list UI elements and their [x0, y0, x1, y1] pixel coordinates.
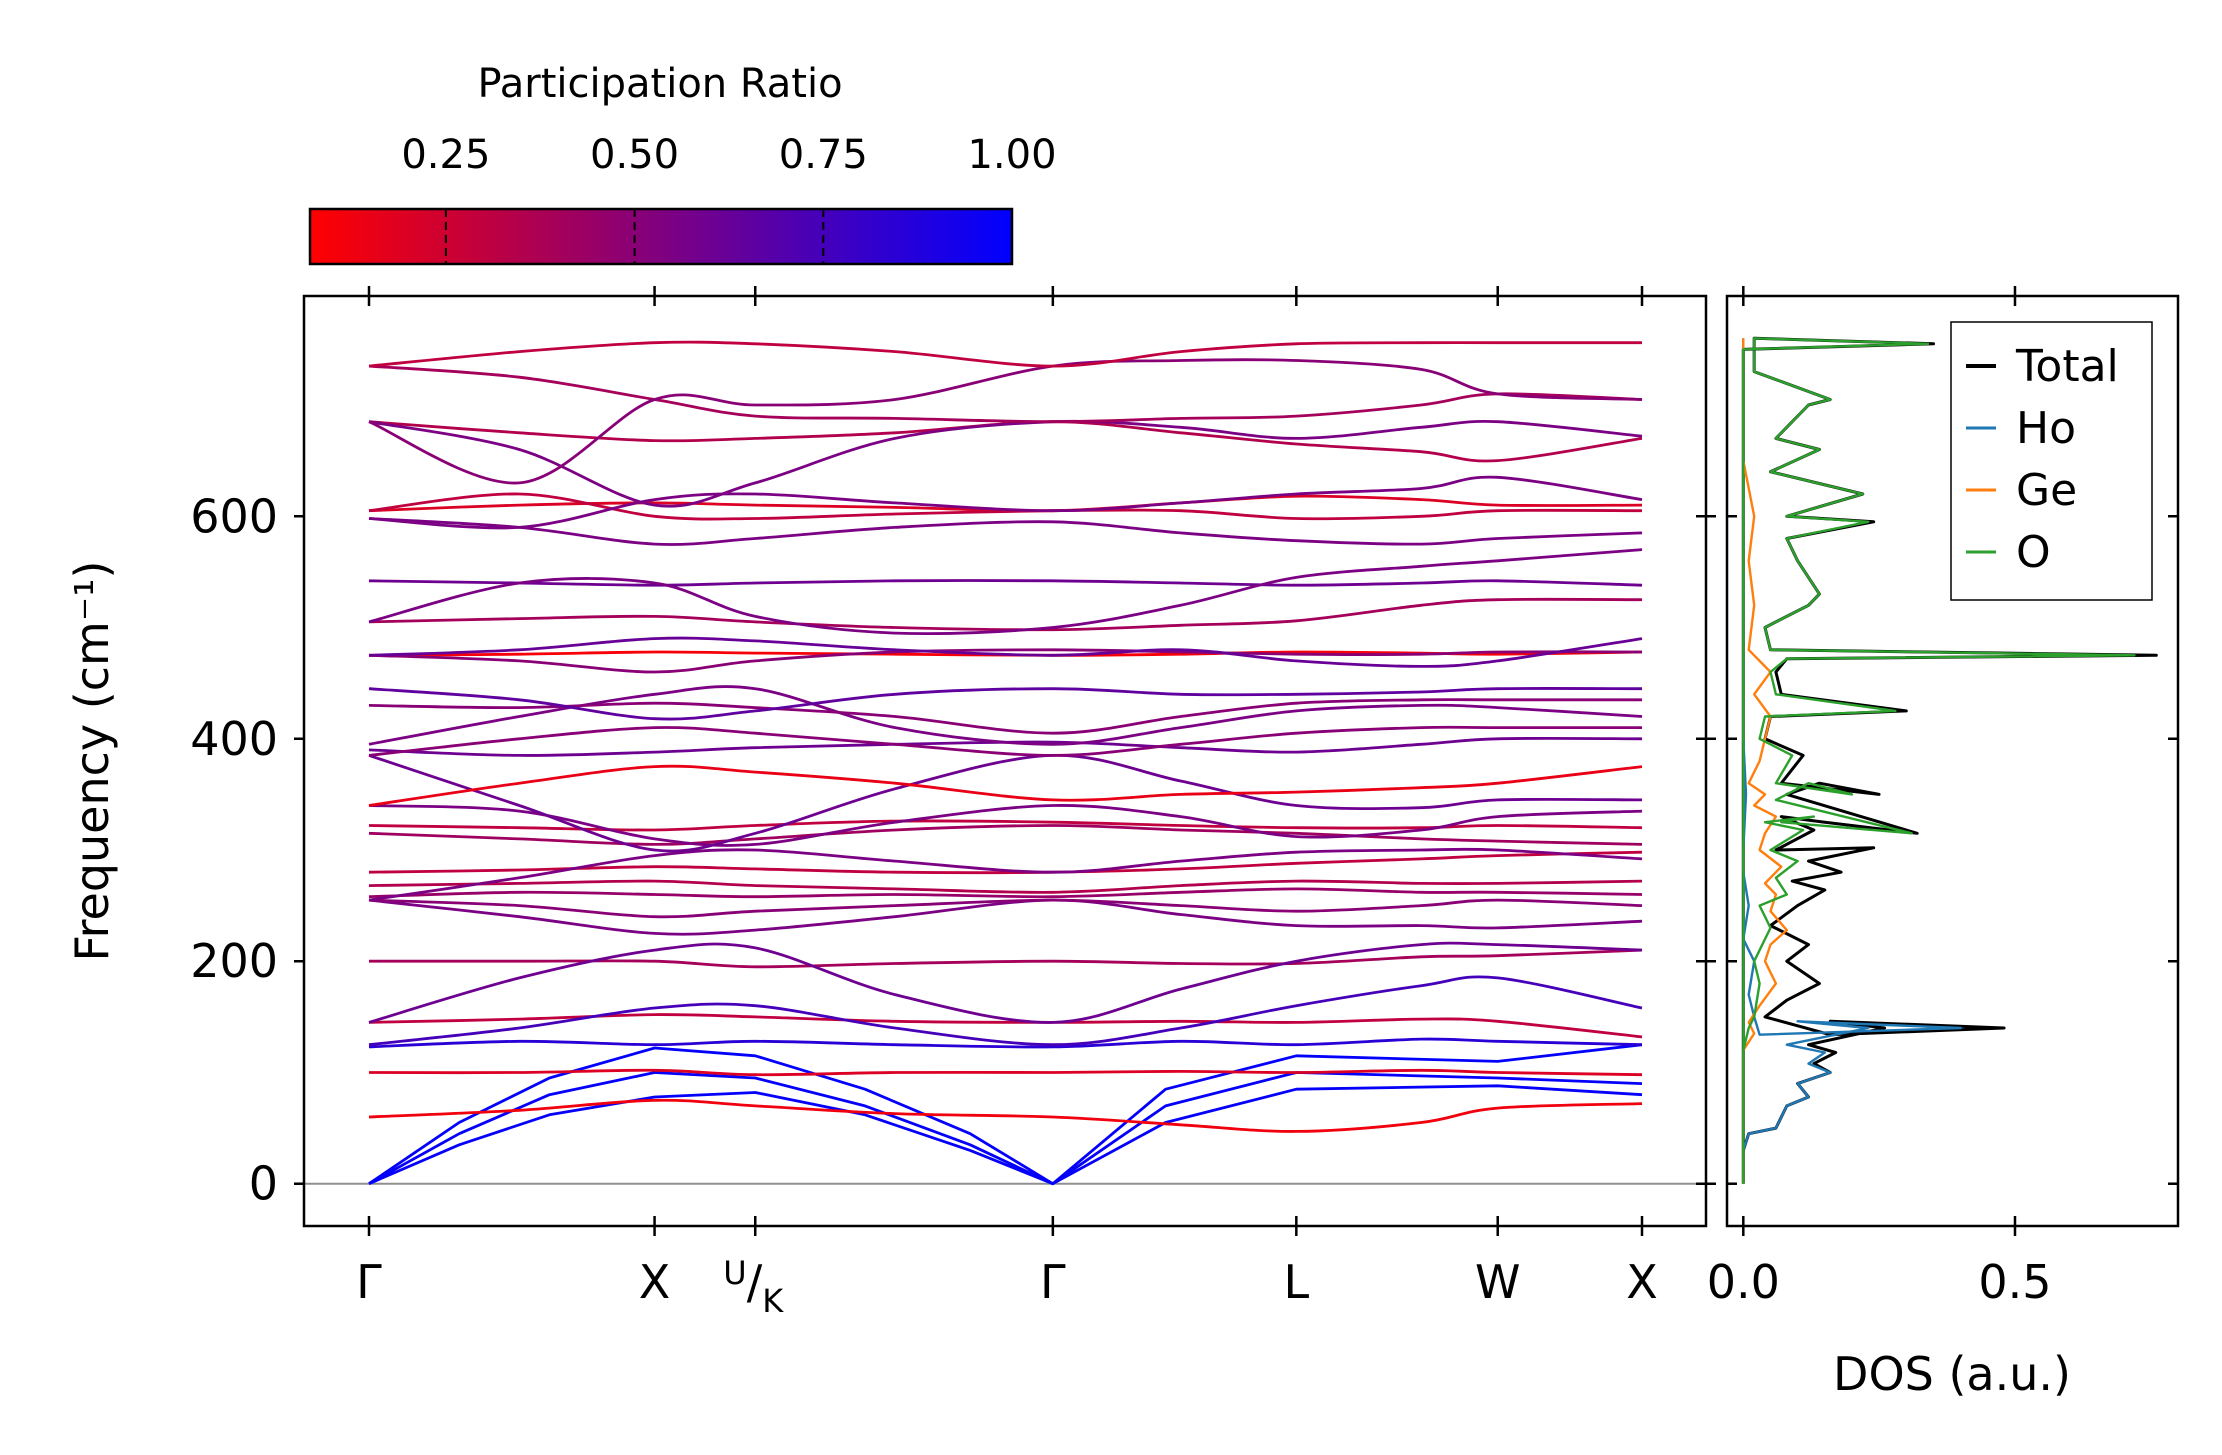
dos-tick-label: 0.0	[1707, 1255, 1780, 1309]
phonon-band	[368, 887, 1643, 899]
colorbar-tick-label: 1.00	[967, 132, 1056, 178]
legend-label-total: Total	[2015, 341, 2119, 392]
colorbar-gradient	[308, 207, 1014, 266]
colorbar-title: Participation Ratio	[477, 61, 842, 107]
high-symmetry-ticks: Γ X U/K Γ L W X	[356, 286, 1658, 1320]
colorbar-ticks: 0.25 0.50 0.75 1.00	[401, 132, 1057, 264]
symmetry-point-label: Γ	[356, 1255, 382, 1309]
phonon-band	[368, 764, 1643, 807]
legend-label-ge: Ge	[2016, 465, 2077, 516]
frequency-tick-label: 400	[190, 712, 278, 766]
dispersion-axes-frame	[302, 294, 1708, 1228]
dos-frequency-ticks	[1727, 515, 2178, 1185]
dos-curve-o	[1742, 337, 2136, 1184]
phonon-band	[368, 685, 1643, 746]
legend-label-ho: Ho	[2016, 403, 2076, 454]
phonon-band	[368, 597, 1643, 632]
phonon-band	[368, 492, 1643, 521]
phonon-band	[368, 579, 1643, 587]
dos-axes-frame	[1725, 294, 2180, 1228]
phonon-band	[368, 975, 1643, 1047]
legend-label-o: O	[2016, 527, 2051, 578]
symmetry-point-label: X	[1626, 1255, 1658, 1309]
phonon-band	[368, 1043, 1643, 1186]
colorbar-tick-label: 0.75	[779, 132, 868, 178]
symmetry-point-label: Γ	[1040, 1255, 1066, 1309]
phonon-band	[368, 898, 1643, 936]
colorbar-tick-label: 0.50	[590, 132, 679, 178]
phonon-band	[368, 517, 1643, 546]
phonon-band	[368, 364, 1643, 424]
phonon-band	[368, 753, 1643, 853]
phonon-band	[368, 475, 1643, 530]
dos-curves	[1741, 336, 2158, 1184]
dos-legend: Total Ho Ge O	[1950, 321, 2153, 601]
frequency-ticks: 0 200 400 600	[190, 489, 1716, 1211]
symmetry-point-label: W	[1475, 1255, 1520, 1309]
phonon-band	[368, 879, 1643, 894]
dos-axis-label: DOS (a.u.)	[1833, 1347, 2071, 1401]
dos-ticks: 0.0 0.5	[1707, 286, 2052, 1309]
phonon-band	[368, 1071, 1643, 1186]
frequency-axis-label: Frequency (cm⁻¹)	[65, 561, 119, 962]
phonon-band	[368, 419, 1643, 508]
phonon-bands	[368, 340, 1643, 1186]
phonon-band	[368, 898, 1643, 919]
symmetry-point-label: U/K	[723, 1254, 784, 1320]
phonon-band	[368, 648, 1643, 674]
phonon-band	[368, 736, 1643, 757]
symmetry-point-label: L	[1284, 1255, 1310, 1309]
phonon-band	[368, 340, 1642, 368]
frequency-tick-label: 600	[190, 489, 278, 543]
phonon-band	[368, 1098, 1643, 1133]
phonon-band	[368, 941, 1643, 1024]
dos-tick-label: 0.5	[1978, 1255, 2051, 1309]
phonon-band	[368, 548, 1643, 636]
dos-curve-ge	[1742, 338, 1788, 1184]
colorbar: Participation Ratio 0.25 0.50 0.75 1.00	[308, 61, 1057, 266]
frequency-tick-label: 200	[190, 934, 278, 988]
colorbar-tick-label: 0.25	[401, 132, 490, 178]
phonon-band	[368, 358, 1643, 485]
phonon-band	[368, 1084, 1643, 1186]
phonon-band	[368, 1068, 1643, 1077]
symmetry-point-label: X	[639, 1255, 671, 1309]
dispersion-panel: 0 200 400 600 Γ X U/K Γ L W X Frequency (cm⁻¹)	[65, 286, 1716, 1320]
dos-curve-ho	[1742, 338, 1962, 1184]
phonon-band	[368, 698, 1642, 735]
phonon-band	[368, 636, 1643, 668]
phonon-band	[368, 1037, 1643, 1049]
phonon-band	[368, 824, 1643, 846]
dos-panel: 0.0 0.5 DOS (a.u.) Total Ho Ge O	[1707, 286, 2180, 1401]
phonon-band	[368, 804, 1643, 847]
phonon-band	[368, 847, 1643, 902]
phonon-band	[368, 725, 1642, 757]
legend-frame	[1950, 321, 2153, 601]
phonon-band	[369, 948, 1643, 969]
phonon-band	[368, 420, 1643, 463]
phonon-band	[368, 687, 1643, 721]
frequency-tick-label: 0	[249, 1157, 278, 1211]
